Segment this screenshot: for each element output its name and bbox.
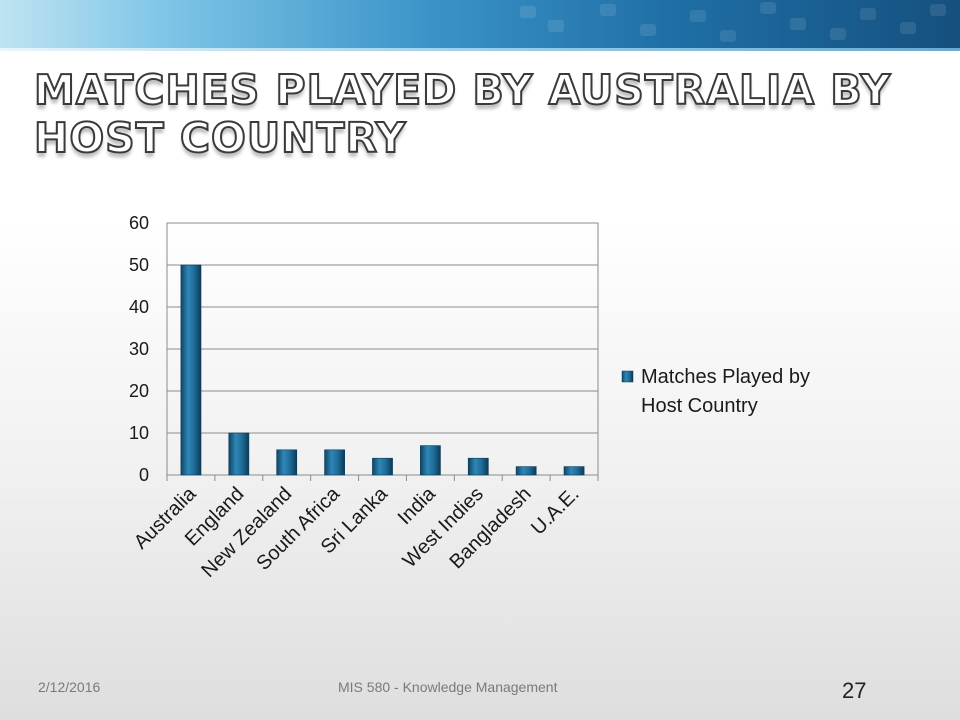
y-tick-label: 60 [129,213,149,233]
legend-label-line-2: Host Country [641,395,758,417]
y-tick-label: 30 [129,339,149,359]
bar [180,264,202,476]
bar [467,457,489,476]
page-number: 27 [842,678,867,703]
banner-tile [690,10,706,22]
banner-tile [520,6,536,18]
bar [515,466,537,476]
banner-tile [760,2,776,14]
y-tick-label: 0 [139,465,149,485]
banner-tile [860,8,876,20]
y-axis-labels: 0 10 20 30 40 50 60 [129,213,149,485]
banner-tile [830,28,846,40]
banner-tile [790,18,806,30]
y-tick-label: 10 [129,423,149,443]
header-banner [0,0,960,48]
footer-date: 2/12/2016 [38,679,101,695]
header-divider [0,48,960,51]
bar [420,445,441,476]
legend-swatch [621,370,634,383]
banner-tile [640,24,656,36]
bar [563,466,585,476]
banner-tile [600,4,616,16]
bar [324,449,345,476]
y-tick-label: 50 [129,255,149,275]
banner-tile [900,22,916,34]
banner-tile [930,4,946,16]
x-category-label: U.A.E. [527,483,583,539]
bar [276,449,298,476]
slide-title: Matches Played by Australia by Host Coun… [33,65,892,163]
banner-tile [548,20,564,32]
banner-tile [720,30,736,42]
y-tick-label: 20 [129,381,149,401]
bar [372,457,393,476]
legend-label-line-1: Matches Played by [641,366,810,388]
bar [228,432,250,476]
bars [180,264,585,476]
footer-course: MIS 580 - Knowledge Management [338,679,558,695]
legend: Matches Played by Host Country [621,366,810,417]
y-tick-label: 40 [129,297,149,317]
